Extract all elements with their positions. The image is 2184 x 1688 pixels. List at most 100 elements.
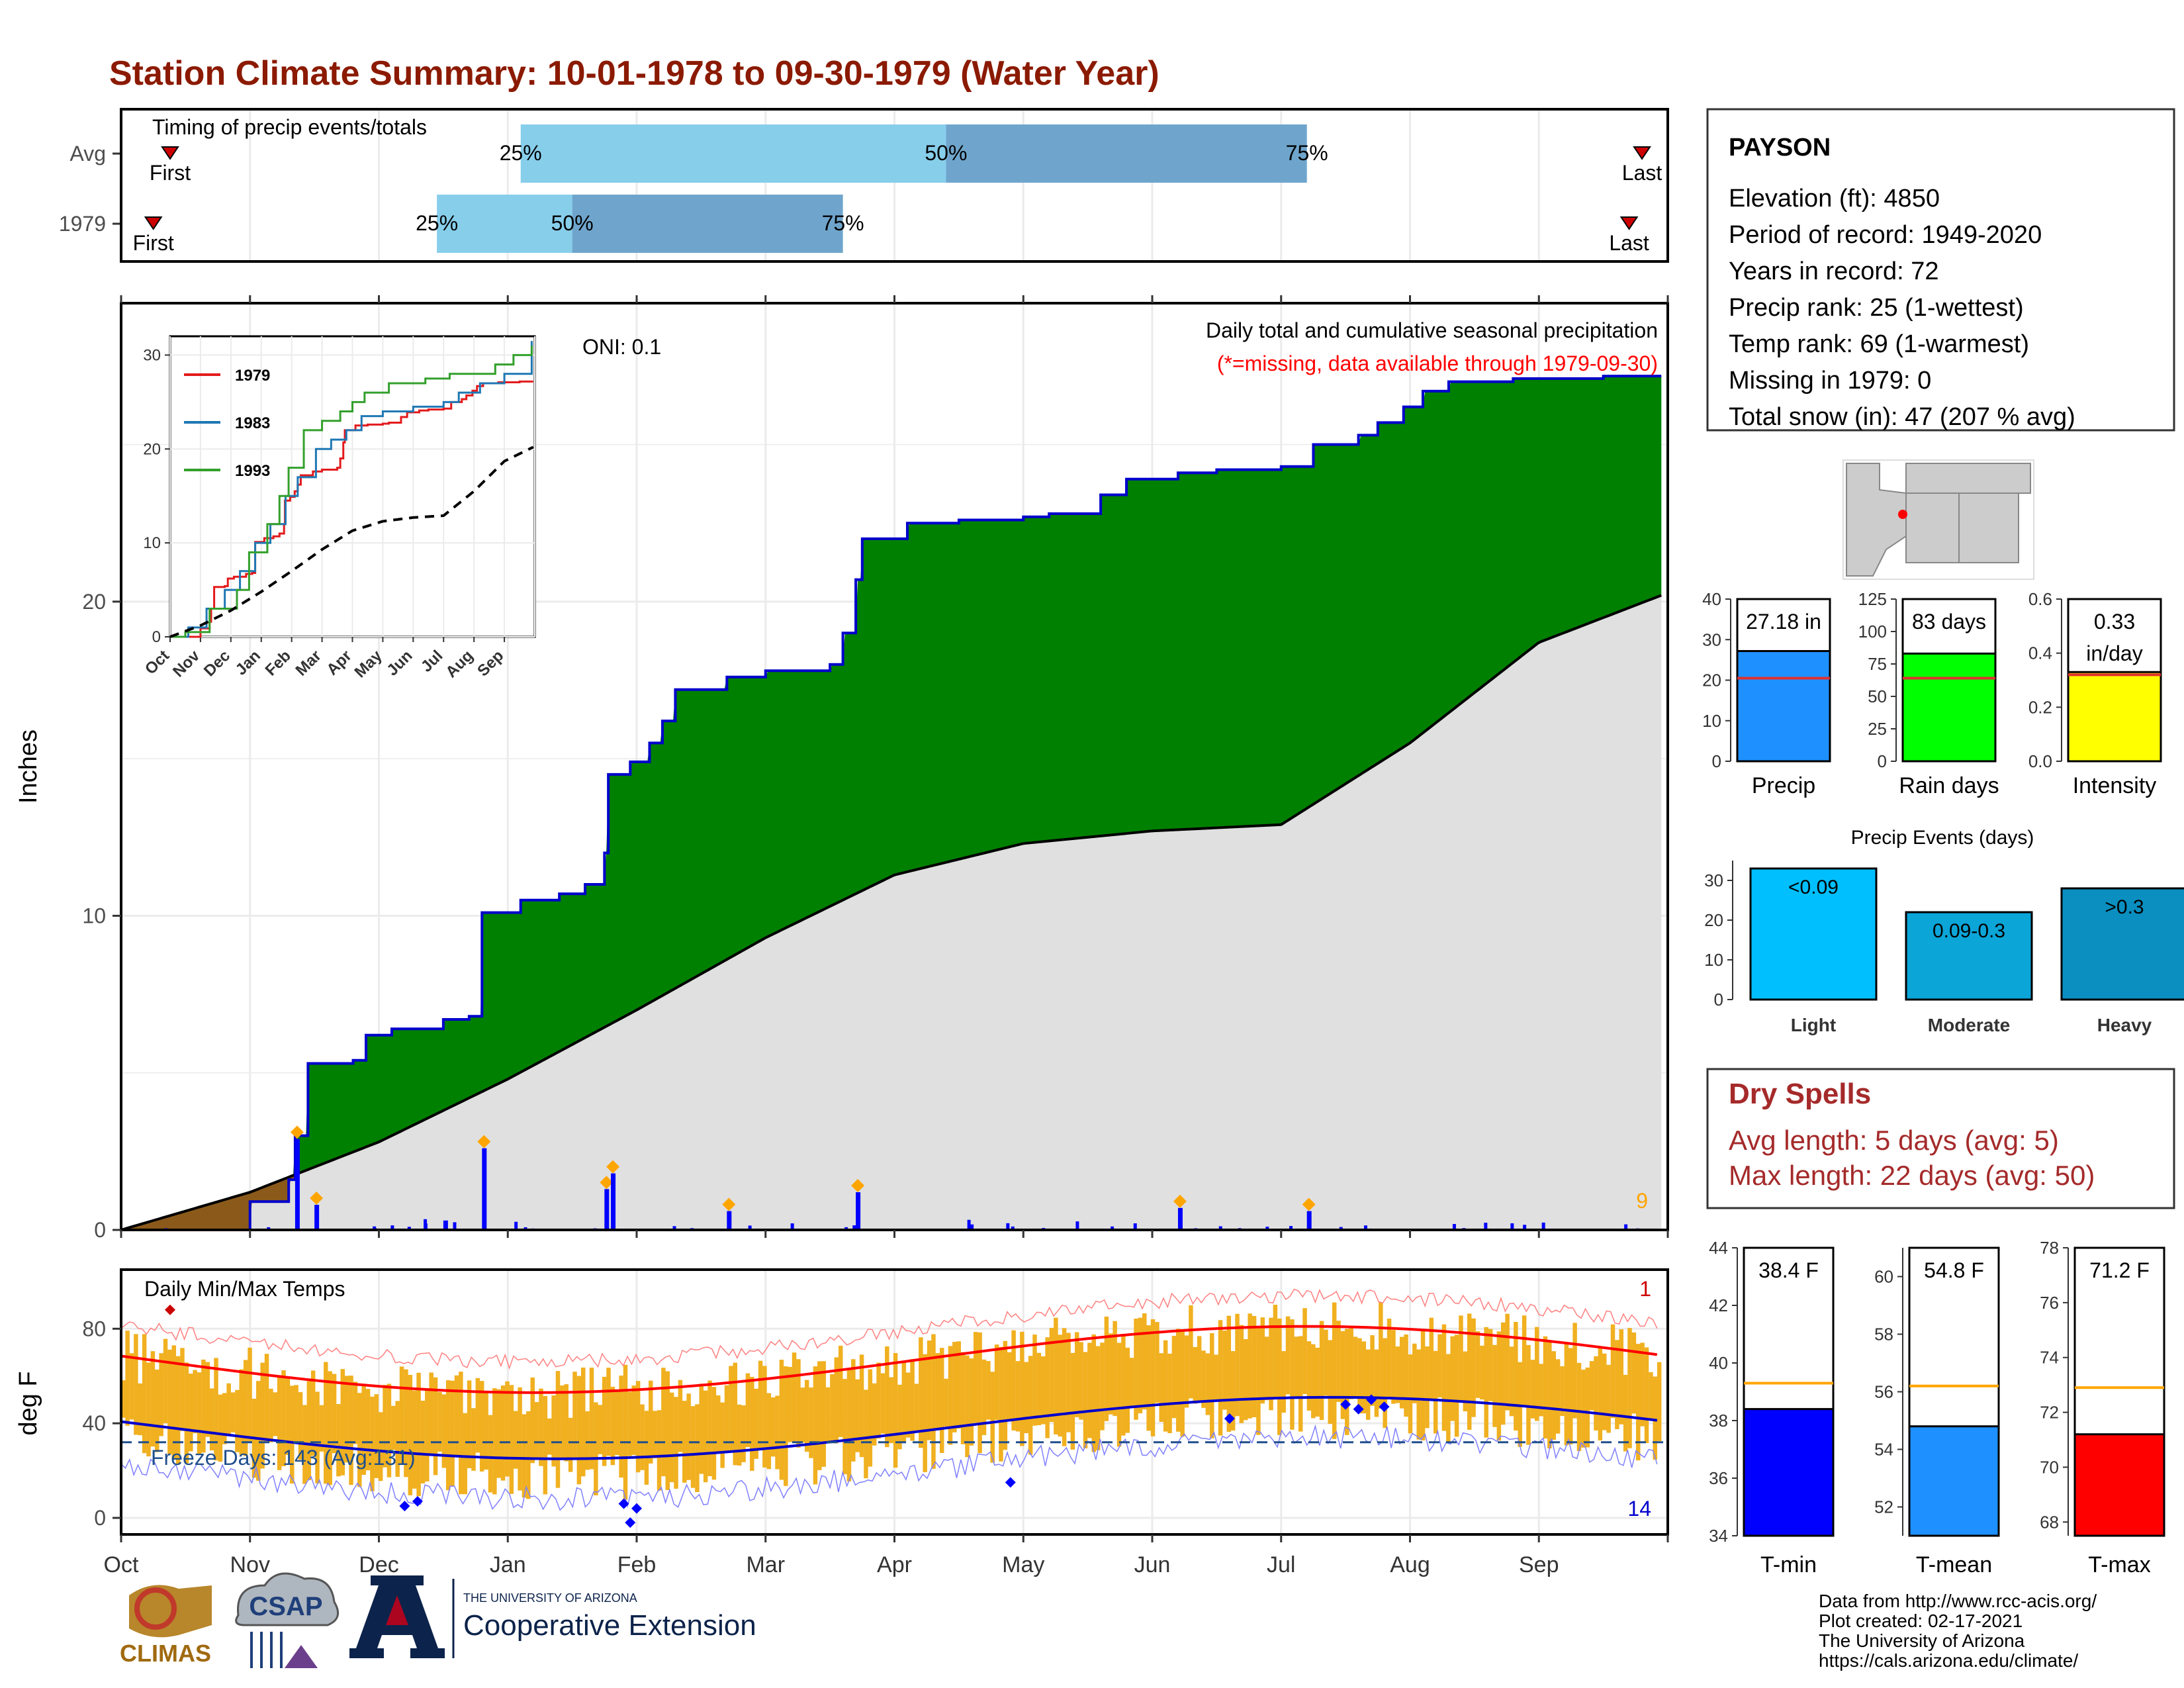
station-info-line: Missing in 1979: 0 (1729, 367, 1931, 395)
heavy-event-marker (851, 1179, 865, 1193)
daily-temp-bar (880, 1373, 886, 1434)
map-state-arizona (1905, 492, 1960, 563)
daily-temp-bar (1589, 1361, 1594, 1411)
daily-temp-bar (1036, 1352, 1042, 1426)
station-info-line: Precip rank: 25 (1-wettest) (1729, 294, 2024, 322)
inset-y-tick: 20 (143, 440, 161, 458)
daily-temp-bar (155, 1370, 159, 1452)
summary-bar-tick: 0 (1878, 751, 1887, 771)
daily-temp-bar (653, 1411, 657, 1458)
summary-bar-tick: 0.0 (2028, 751, 2052, 771)
daily-temp-bar (830, 1374, 835, 1443)
daily-temp-bar (1180, 1331, 1185, 1437)
daily-temp-bar (1150, 1319, 1156, 1436)
daily-temp-bar (1463, 1351, 1468, 1412)
daily-temp-bar (1437, 1334, 1442, 1398)
daily-temp-bar (340, 1369, 345, 1476)
daily-temp-bar (1657, 1362, 1662, 1442)
daily-temp-bar (999, 1346, 1003, 1462)
daily-temp-bar (978, 1332, 982, 1454)
summary-bar-value: 83 days (1912, 610, 1986, 633)
month-tick-label: Oct (104, 1552, 139, 1577)
daily-precip-bar (1484, 1223, 1488, 1230)
dry-spells-box (1706, 1068, 2175, 1209)
timing-panel-border (120, 108, 1669, 263)
legend-line2: (*=missing, data available through 1979-… (1217, 352, 1658, 375)
daily-temp-bar (1408, 1354, 1413, 1434)
timing-first-label: First (133, 231, 174, 255)
daily-temp-bar (484, 1391, 488, 1470)
temp-bar-tick: 52 (1874, 1497, 1893, 1517)
record-low-marker (1379, 1401, 1390, 1413)
daily-temp-bar (454, 1375, 459, 1458)
daily-temp-bar (1370, 1335, 1375, 1406)
daily-temp-bar (686, 1393, 691, 1480)
daily-temp-bar (1205, 1353, 1210, 1415)
daily-temp-bar (459, 1372, 463, 1495)
daily-temp-bar (1020, 1331, 1024, 1446)
record-low-marker (399, 1501, 410, 1512)
daily-precip-bar (1011, 1226, 1015, 1230)
daily-temp-bar (167, 1349, 172, 1454)
daily-temp-bar (226, 1383, 231, 1434)
daily-temp-bar (821, 1361, 826, 1467)
daily-temp-bar (1264, 1336, 1269, 1401)
daily-temp-bar (1024, 1362, 1028, 1434)
daily-temp-bar (492, 1388, 497, 1495)
record-high-line (120, 1288, 1658, 1370)
daily-temp-bar (1383, 1338, 1387, 1429)
timing-p50: 50% (551, 211, 594, 235)
daily-temp-bar (395, 1401, 400, 1477)
csap-logo-rain (250, 1632, 283, 1668)
daily-temp-bar (344, 1376, 349, 1463)
daily-temp-bar (1539, 1364, 1543, 1417)
daily-temp-bar (328, 1371, 332, 1485)
daily-temp-bar (682, 1401, 687, 1483)
temp-bar-tick: 76 (2040, 1293, 2059, 1313)
daily-temp-bar (1543, 1336, 1548, 1439)
daily-temp-bar (1564, 1344, 1569, 1446)
daily-temp-bar (319, 1405, 324, 1452)
summary-bar-tick: 125 (1858, 589, 1887, 609)
daily-temp-bar (1610, 1324, 1615, 1419)
daily-temp-bar (1446, 1354, 1451, 1443)
daily-temp-bar (1572, 1323, 1577, 1419)
events-bar-label: Light (1791, 1015, 1836, 1035)
daily-temp-bar (412, 1390, 417, 1489)
summary-bar-value-unit: in/day (2086, 641, 2142, 665)
daily-temp-bar (872, 1383, 877, 1446)
daily-temp-bar (1032, 1335, 1037, 1426)
daily-temp-bar (703, 1390, 708, 1483)
summary-bar-tick: 30 (1702, 630, 1721, 649)
daily-temp-bar (543, 1395, 548, 1495)
daily-precip-bar (970, 1224, 974, 1230)
temp-bar-1 (1908, 1425, 2000, 1537)
heavy-event-marker (290, 1125, 304, 1139)
daily-temp-bar (285, 1376, 291, 1455)
temp-y-tick: 80 (82, 1317, 106, 1340)
daily-precip-bar (1177, 1207, 1183, 1230)
daily-temp-bar (1121, 1335, 1126, 1436)
daily-temp-bar (585, 1411, 590, 1470)
oni-label: ONI: 0.1 (582, 335, 661, 359)
summary-bar-tick: 0.2 (2028, 697, 2052, 717)
dry-spells-avg: Avg length: 5 days (avg: 5) (1729, 1125, 2059, 1156)
csap-logo (235, 1572, 340, 1626)
daily-temp-bar (1547, 1340, 1552, 1449)
daily-temp-bar (273, 1392, 278, 1436)
events-bar-0 (1749, 867, 1878, 1001)
freeze-days-label: Freeze Days: 143 (Avg:131) (151, 1446, 416, 1470)
record-low-marker (625, 1517, 636, 1528)
daily-temp-bar (1222, 1330, 1227, 1410)
daily-precip-bar (1306, 1211, 1312, 1230)
daily-temp-bar (445, 1380, 451, 1491)
normal-area (121, 595, 1662, 1230)
daily-temp-bar (1395, 1346, 1400, 1403)
temp-panel-title: Daily Min/Max Temps (144, 1277, 345, 1301)
daily-temp-bar (1197, 1336, 1202, 1403)
daily-temp-bar (1598, 1347, 1603, 1441)
heavy-event-marker (606, 1160, 620, 1174)
inset-legend-label: 1983 (235, 414, 270, 432)
ua-logo-big-text: Cooperative Extension (463, 1609, 756, 1642)
record-low-count: 14 (1627, 1497, 1651, 1521)
